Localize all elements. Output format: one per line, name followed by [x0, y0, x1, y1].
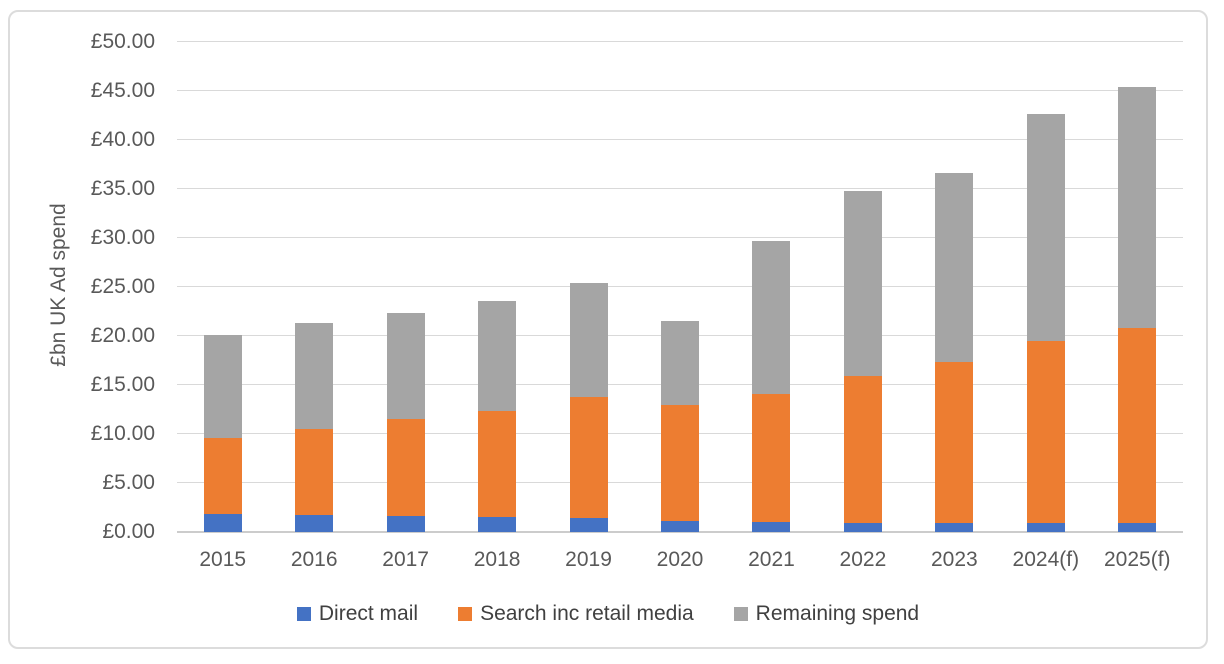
- legend-label: Remaining spend: [755, 602, 920, 625]
- bar-2023-search-inc-retail-media: [935, 361, 974, 524]
- legend-label: Search inc retail media: [480, 602, 694, 625]
- x-axis-line: [177, 531, 1183, 533]
- x-tick-label-2015: 2015: [199, 548, 247, 571]
- legend-swatch-icon: [458, 607, 473, 621]
- bar-2021-remaining-spend: [752, 240, 791, 394]
- bar-2023: [935, 173, 974, 532]
- bar-2019-remaining-spend: [569, 283, 608, 397]
- x-tick-label-2016: 2016: [290, 548, 338, 571]
- plot-area: [177, 41, 1183, 533]
- bar-2025-f: [1118, 87, 1157, 532]
- bar-2021-direct-mail: [752, 522, 791, 532]
- y-tick-label: £50.00: [90, 30, 155, 53]
- bar-2022-direct-mail: [843, 523, 882, 532]
- bar-2018: [478, 300, 517, 532]
- chart-frame: [8, 10, 1208, 649]
- bar-2015: [203, 335, 242, 532]
- bar-2020-direct-mail: [661, 521, 699, 532]
- x-tick-label-2018: 2018: [473, 548, 521, 571]
- bar-2016: [295, 323, 334, 532]
- bar-2017-remaining-spend: [386, 313, 425, 420]
- bar-2015-search-inc-retail-media: [203, 437, 242, 515]
- bar-2017-search-inc-retail-media: [386, 419, 425, 517]
- gridline: [177, 139, 1183, 140]
- bar-2025-f-search-inc-retail-media: [1118, 328, 1157, 524]
- y-tick-label: £35.00: [90, 177, 155, 200]
- x-tick-label-2020: 2020: [656, 548, 704, 571]
- bar-2025-f-remaining-spend: [1118, 87, 1157, 329]
- legend: Direct mail Search inc retail media Remain…: [8, 602, 1208, 626]
- bar-2023-remaining-spend: [935, 173, 974, 362]
- gridline: [177, 41, 1183, 42]
- x-tick-label-2023: 2023: [931, 548, 978, 571]
- bar-2017: [386, 313, 425, 532]
- x-tick-label-2024-f: 2024(f): [1012, 548, 1080, 571]
- legend-swatch-icon: [733, 607, 748, 621]
- bar-2022-search-inc-retail-media: [843, 376, 882, 524]
- y-tick-label: £15.00: [90, 373, 155, 396]
- y-tick-label: £45.00: [90, 79, 155, 102]
- y-tick-label: £5.00: [102, 471, 155, 494]
- bar-2015-direct-mail: [203, 514, 242, 532]
- legend-swatch-icon: [296, 607, 311, 621]
- bar-2022: [843, 190, 882, 532]
- gridline: [177, 237, 1183, 238]
- legend-item-direct-mail: Direct mail: [296, 602, 419, 626]
- bar-2022-remaining-spend: [843, 190, 882, 377]
- bar-2016-search-inc-retail-media: [295, 429, 334, 516]
- bar-2018-remaining-spend: [478, 300, 517, 411]
- x-tick-label-2019: 2019: [565, 548, 612, 571]
- bar-2019: [569, 283, 608, 532]
- bar-2018-search-inc-retail-media: [478, 410, 517, 518]
- bar-2025-f-direct-mail: [1118, 523, 1157, 532]
- bar-2023-direct-mail: [935, 523, 974, 532]
- bar-2021: [752, 240, 791, 532]
- bar-2021-search-inc-retail-media: [752, 393, 791, 523]
- y-tick-label: £10.00: [90, 422, 155, 445]
- legend-item-remaining-spend: Remaining spend: [733, 602, 920, 626]
- x-tick-label-2022: 2022: [839, 548, 887, 571]
- bar-2024-f-remaining-spend: [1026, 113, 1065, 341]
- bar-2016-direct-mail: [295, 515, 334, 532]
- bar-2024-f: [1026, 113, 1065, 532]
- legend-label: Direct mail: [318, 602, 419, 625]
- bar-2020-search-inc-retail-media: [661, 404, 699, 522]
- bar-2020-remaining-spend: [661, 321, 699, 405]
- gridline: [177, 90, 1183, 91]
- bar-2024-f-direct-mail: [1026, 523, 1065, 532]
- x-tick-label-2025-f: 2025(f): [1103, 548, 1171, 571]
- bar-2015-remaining-spend: [203, 335, 242, 438]
- gridline: [177, 188, 1183, 189]
- bar-2019-search-inc-retail-media: [569, 396, 608, 519]
- bar-2016-remaining-spend: [295, 323, 334, 430]
- x-tick-label-2021: 2021: [748, 548, 795, 571]
- y-tick-label: £40.00: [90, 128, 155, 151]
- y-tick-label: £20.00: [90, 324, 155, 347]
- bar-2018-direct-mail: [478, 517, 517, 532]
- y-tick-label: £30.00: [90, 226, 155, 249]
- bar-2017-direct-mail: [386, 516, 425, 532]
- bar-2020: [661, 321, 699, 532]
- bar-2019-direct-mail: [569, 518, 608, 532]
- y-tick-label: £25.00: [90, 275, 155, 298]
- y-tick-label: £0.00: [102, 520, 155, 543]
- gridline: [177, 286, 1183, 287]
- legend-item-search-inc-retail-media: Search inc retail media: [458, 602, 694, 626]
- x-tick-label-2017: 2017: [382, 548, 429, 571]
- bar-2024-f-search-inc-retail-media: [1026, 340, 1065, 524]
